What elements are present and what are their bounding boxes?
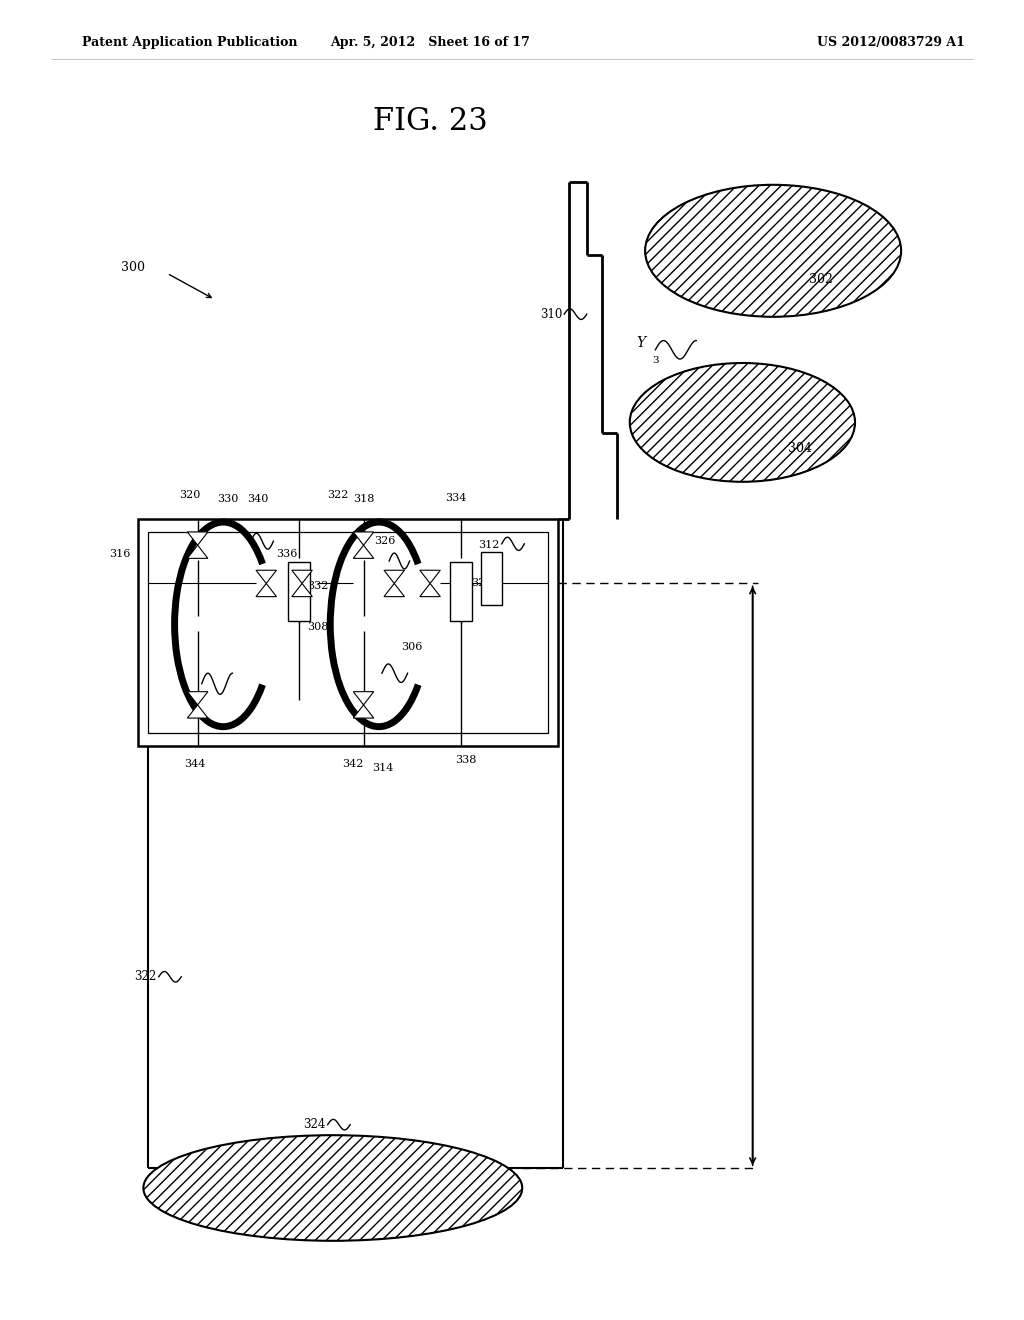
Text: 310: 310 xyxy=(540,308,562,321)
Ellipse shape xyxy=(143,1135,522,1241)
Text: 336: 336 xyxy=(276,549,298,560)
Polygon shape xyxy=(353,545,374,558)
Polygon shape xyxy=(187,692,208,705)
Polygon shape xyxy=(256,583,276,597)
Text: 3: 3 xyxy=(652,356,658,366)
Text: 338: 338 xyxy=(456,755,476,766)
Polygon shape xyxy=(187,545,208,558)
Polygon shape xyxy=(187,705,208,718)
Text: 342: 342 xyxy=(343,759,364,770)
Polygon shape xyxy=(353,532,374,545)
Polygon shape xyxy=(353,705,374,718)
Text: 300: 300 xyxy=(122,261,145,275)
Text: 304: 304 xyxy=(788,442,812,455)
Polygon shape xyxy=(353,692,374,705)
Polygon shape xyxy=(187,532,208,545)
Text: Apr. 5, 2012   Sheet 16 of 17: Apr. 5, 2012 Sheet 16 of 17 xyxy=(330,36,530,49)
Text: 320: 320 xyxy=(179,490,200,500)
Text: 306: 306 xyxy=(401,642,423,652)
Polygon shape xyxy=(292,570,312,583)
Text: 324: 324 xyxy=(303,1118,326,1131)
Text: 328: 328 xyxy=(471,578,493,589)
Bar xyxy=(288,561,310,620)
Text: 316: 316 xyxy=(109,549,130,560)
Text: 326: 326 xyxy=(374,536,395,546)
Polygon shape xyxy=(292,583,312,597)
Polygon shape xyxy=(420,570,440,583)
Ellipse shape xyxy=(645,185,901,317)
Bar xyxy=(450,561,472,620)
Text: 344: 344 xyxy=(184,759,205,770)
Text: Patent Application Publication: Patent Application Publication xyxy=(82,36,297,49)
Text: 302: 302 xyxy=(809,273,833,286)
Text: Y: Y xyxy=(636,337,645,350)
Bar xyxy=(481,552,502,605)
Text: 312: 312 xyxy=(478,540,500,550)
Text: 332: 332 xyxy=(307,581,329,591)
Text: 318: 318 xyxy=(353,494,374,504)
Bar xyxy=(148,532,548,733)
Polygon shape xyxy=(420,583,440,597)
Text: 334: 334 xyxy=(445,492,466,503)
Text: US 2012/0083729 A1: US 2012/0083729 A1 xyxy=(817,36,965,49)
Text: 322: 322 xyxy=(328,490,348,500)
Text: 330: 330 xyxy=(217,494,238,504)
Text: 322: 322 xyxy=(134,970,157,983)
Ellipse shape xyxy=(630,363,855,482)
Polygon shape xyxy=(384,570,404,583)
Text: 314: 314 xyxy=(372,763,393,774)
Text: FIG. 23: FIG. 23 xyxy=(373,106,487,137)
Text: 340: 340 xyxy=(248,494,268,504)
Polygon shape xyxy=(256,570,276,583)
Bar xyxy=(138,519,558,746)
Polygon shape xyxy=(384,583,404,597)
Text: 308: 308 xyxy=(307,622,329,632)
